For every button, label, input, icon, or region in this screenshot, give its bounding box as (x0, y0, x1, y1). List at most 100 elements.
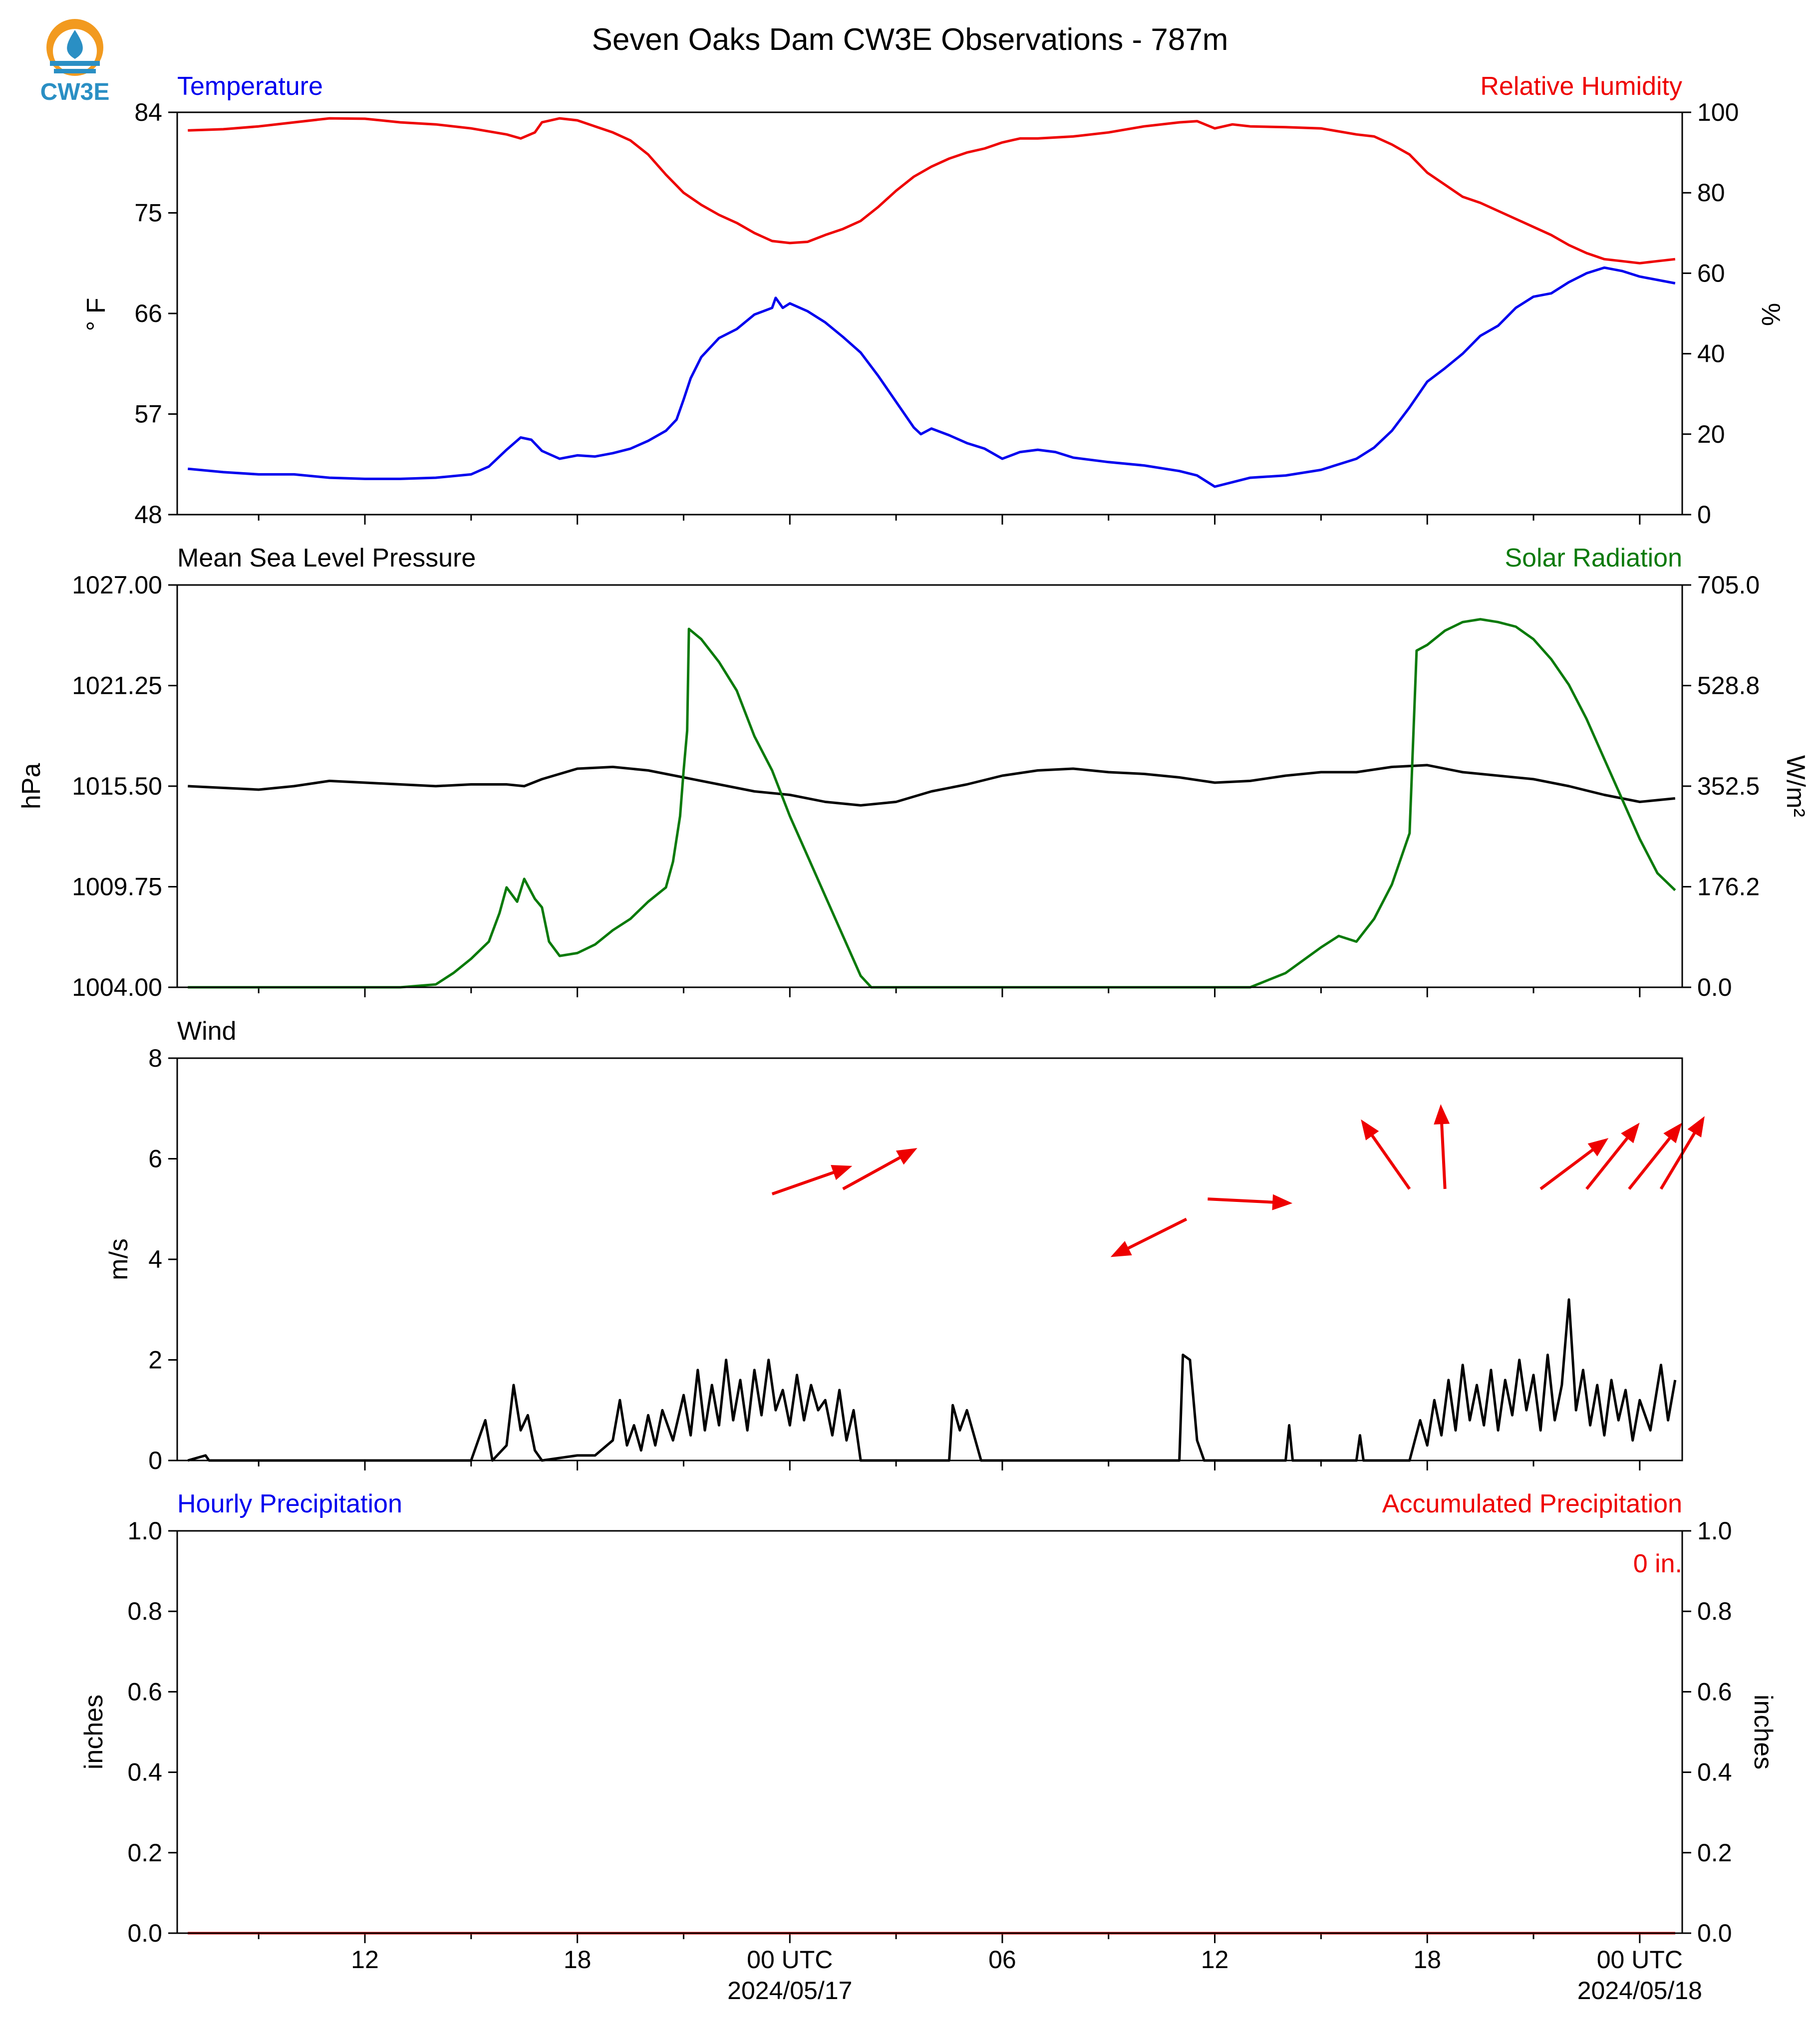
x-date-label: 2024/05/18 (1577, 1977, 1702, 2005)
x-tick-label: 06 (988, 1946, 1016, 1974)
x-tick-marks-2 (258, 987, 1641, 997)
y-tick-label: 84 (134, 98, 162, 126)
y-tick-label-right: 0.4 (1697, 1758, 1732, 1786)
y-tick-label-right: 40 (1697, 340, 1725, 368)
accum-precip-y-ticks: 0.0 0.2 0.4 0.6 0.8 1.0 (1682, 1517, 1732, 1947)
wind-arrow (771, 1164, 853, 1195)
y-tick-label: 0.2 (127, 1839, 162, 1867)
y-tick-label-right: 60 (1697, 259, 1725, 287)
logo-wave-icon-2 (54, 69, 96, 73)
x-tick-label: 12 (351, 1946, 379, 1974)
x-tick-label: 12 (1201, 1946, 1229, 1974)
y-tick-label: 48 (134, 501, 162, 529)
wind-y-ticks: 0 2 4 6 8 (148, 1044, 177, 1474)
wind-arrow (1434, 1104, 1450, 1189)
wind-arrow-head (1587, 1138, 1609, 1157)
humidity-axis-label: % (1756, 303, 1785, 326)
precipitation-frame (176, 1530, 1683, 1934)
logo-text: CW3E (40, 79, 110, 105)
wind-arrow-shaft (1119, 1217, 1188, 1254)
temperature-axis-label: ° F (82, 297, 111, 331)
solar-axis-label: W/m² (1781, 755, 1810, 817)
wind-arrow-head (896, 1148, 917, 1165)
x-tick-label: 18 (564, 1946, 592, 1974)
pressure-title: Mean Sea Level Pressure (177, 544, 476, 573)
wind-arrow (1585, 1123, 1640, 1190)
y-tick-label: 1004.00 (72, 973, 162, 1001)
pressure-solar-lines (188, 618, 1676, 989)
y-tick-label-right: 1.0 (1697, 1517, 1732, 1545)
temperature-line (188, 266, 1676, 488)
wind-frame (176, 1057, 1683, 1461)
y-tick-label: 8 (148, 1044, 162, 1072)
y-tick-label-right: 0 (1697, 501, 1711, 529)
solar-radiation-line (188, 618, 1676, 989)
wind-direction-arrows (771, 1104, 1705, 1257)
wind-arrow-shaft (1440, 1114, 1447, 1189)
wind-arrow-shaft (842, 1152, 910, 1190)
wind-arrow (1628, 1123, 1682, 1190)
wind-arrow-shaft (1539, 1143, 1602, 1190)
temperature-y-ticks: 48 57 66 75 84 (134, 98, 177, 529)
wind-arrow-shaft (1365, 1127, 1411, 1190)
x-date-label: 2024/05/17 (727, 1977, 852, 2005)
wind-arrow (842, 1148, 917, 1190)
y-tick-label: 2 (148, 1346, 162, 1374)
y-tick-label: 4 (148, 1245, 162, 1273)
pressure-solar-panel: Mean Sea Level Pressure Solar Radiation … (17, 544, 1810, 1001)
hourly-precip-title: Hourly Precipitation (177, 1489, 402, 1518)
temperature-humidity-lines (188, 117, 1676, 488)
x-tick-label: 18 (1413, 1946, 1441, 1974)
wind-panel: Wind m/s 0 2 4 6 8 (104, 1017, 1705, 1474)
water-drop-icon (67, 30, 83, 59)
precip-right-axis-label: inches (1749, 1695, 1778, 1769)
wind-axis-label: m/s (104, 1238, 133, 1280)
y-tick-label-right: 0.2 (1697, 1839, 1732, 1867)
wind-arrow-head (1434, 1104, 1450, 1125)
y-tick-label-right: 705.0 (1697, 571, 1760, 599)
y-tick-label-right: 352.5 (1697, 772, 1760, 800)
wind-arrow-shaft (771, 1167, 844, 1195)
accum-precip-annotation: 0 in. (1633, 1549, 1682, 1578)
solar-title: Solar Radiation (1505, 544, 1682, 573)
y-tick-label: 0.4 (127, 1758, 162, 1786)
relative-humidity-line (188, 117, 1676, 265)
wind-arrow-shaft (1585, 1129, 1635, 1190)
wind-arrow-head (1621, 1123, 1640, 1144)
chart-title: Seven Oaks Dam CW3E Observations - 787m (592, 22, 1228, 57)
wind-arrow-head (1110, 1241, 1132, 1257)
accum-precip-title: Accumulated Precipitation (1382, 1489, 1682, 1518)
y-tick-label: 1009.75 (72, 873, 162, 901)
wind-arrow-head (1663, 1123, 1682, 1144)
humidity-y-ticks: 0 20 40 60 80 100 (1682, 98, 1739, 529)
wind-arrow-head (1687, 1116, 1705, 1138)
y-tick-label-right: 0.6 (1697, 1678, 1732, 1706)
wind-arrow-head (1272, 1194, 1293, 1210)
precip-y-ticks: 0.0 0.2 0.4 0.6 0.8 1.0 (127, 1517, 177, 1947)
wind-arrow (1361, 1119, 1411, 1190)
y-tick-label-right: 100 (1697, 98, 1739, 126)
x-tick-marks (258, 515, 1641, 525)
wind-arrow-shaft (1659, 1124, 1701, 1190)
y-tick-label: 57 (134, 400, 162, 428)
pressure-y-ticks: 1004.00 1009.75 1015.50 1021.25 1027.00 (72, 571, 177, 1001)
y-tick-label-right: 176.2 (1697, 873, 1760, 901)
y-tick-label: 1021.25 (72, 672, 162, 700)
y-tick-label: 1.0 (127, 1517, 162, 1545)
x-tick-label: 00 UTC (747, 1946, 833, 1974)
x-tick-marks-4 (258, 1933, 1641, 1943)
solar-y-ticks: 0.0 176.2 352.5 528.8 705.0 (1682, 571, 1760, 1001)
y-tick-label: 0 (148, 1447, 162, 1474)
logo-wave-icon (50, 61, 100, 66)
wind-arrow-head (1361, 1119, 1379, 1141)
wind-speed-line (187, 1298, 1677, 1462)
y-tick-label: 0.8 (127, 1597, 162, 1625)
y-tick-label: 6 (148, 1145, 162, 1173)
precip-axis-label: inches (79, 1695, 108, 1769)
cw3e-logo: CW3E (40, 19, 110, 105)
wind-arrow (1110, 1217, 1188, 1257)
wind-arrow-shaft (1208, 1197, 1283, 1204)
y-tick-label-right: 0.8 (1697, 1597, 1732, 1625)
y-tick-label: 75 (134, 199, 162, 227)
